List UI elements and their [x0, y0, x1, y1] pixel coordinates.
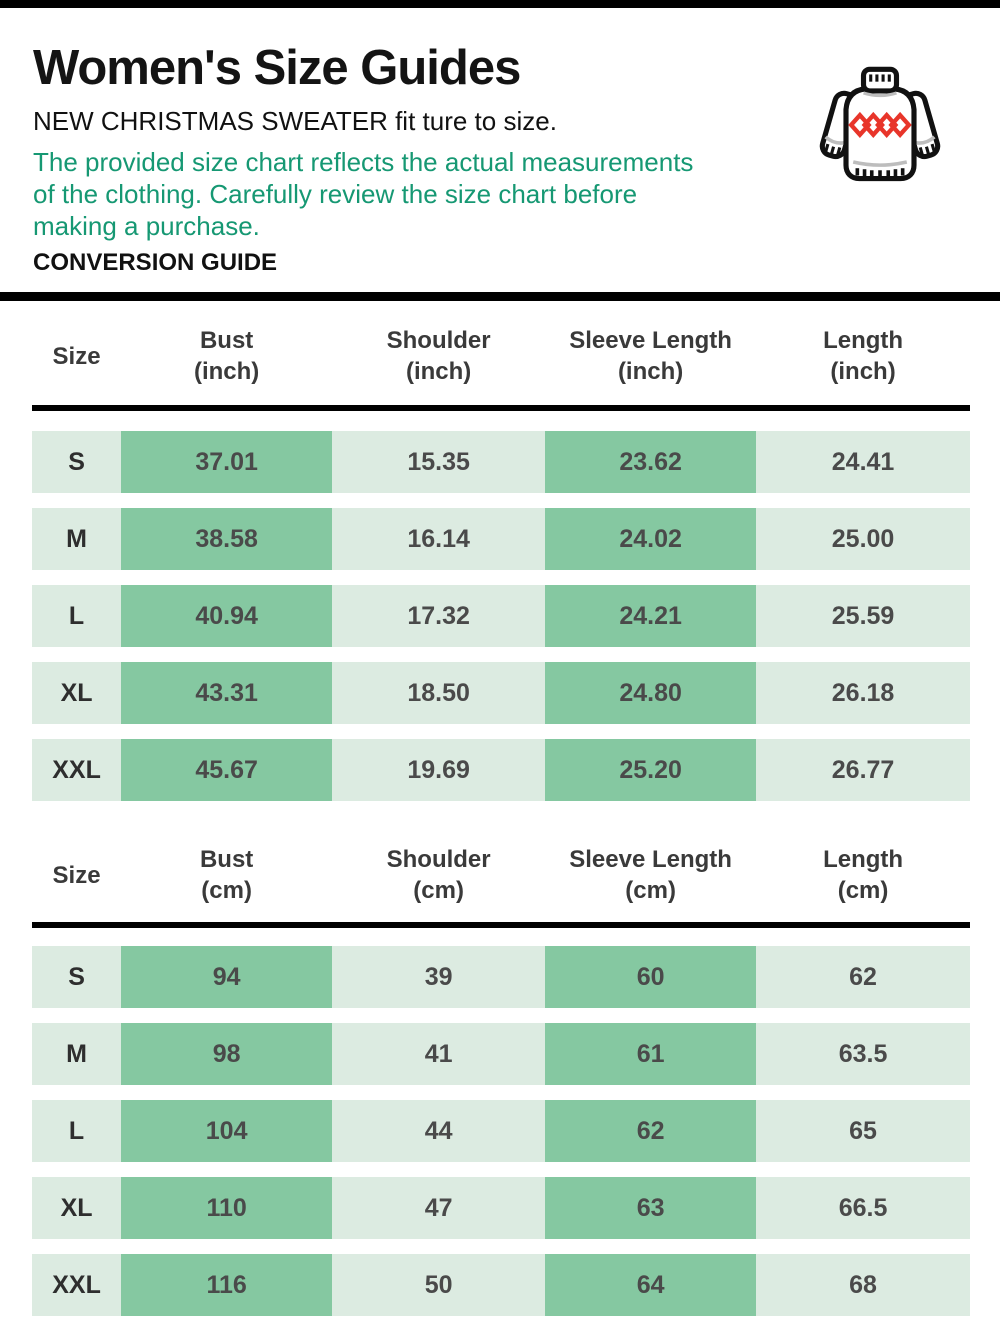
table-row: M 38.58 16.14 24.02 25.00: [32, 508, 970, 570]
section-divider: [0, 292, 1000, 301]
table-header-row: Size Bust (cm) Shoulder (cm) Sleeve Length…: [32, 816, 970, 922]
christmas-sweater-icon: [819, 66, 941, 182]
shoulder-cell: 16.14: [332, 508, 546, 570]
column-header-size: Size: [52, 861, 101, 889]
bust-cell: 37.01: [121, 431, 333, 493]
length-cell: 65: [756, 1100, 970, 1162]
table-row: S 37.01 15.35 23.62 24.41: [32, 431, 970, 493]
shoulder-cell: 50: [332, 1254, 546, 1316]
size-cell: XL: [32, 662, 122, 724]
collar-ribbing: [869, 74, 891, 82]
size-cell: S: [32, 431, 122, 493]
sleeve-length-cell: 61: [545, 1023, 757, 1085]
top-border: [0, 0, 1000, 8]
diamond-pattern: [848, 111, 912, 138]
table-body: S 94 39 60 62 M 98 41 61 63.5 L 104 44 6…: [32, 928, 970, 1316]
bust-cell: 38.58: [121, 508, 333, 570]
column-header-bust: Bust (inch): [193, 327, 260, 385]
bust-cell: 104: [121, 1100, 333, 1162]
sleeve-length-cell: 24.02: [545, 508, 757, 570]
sleeve-length-cell: 63: [545, 1177, 757, 1239]
length-cell: 68: [756, 1254, 970, 1316]
sleeve-length-cell: 62: [545, 1100, 757, 1162]
column-header-sleeve-length: Sleeve Length (cm): [569, 846, 732, 904]
table-row: XL 110 47 63 66.5: [32, 1177, 970, 1239]
size-cell: XXL: [32, 1254, 122, 1316]
sleeve-length-cell: 24.21: [545, 585, 757, 647]
shoulder-cell: 17.32: [332, 585, 546, 647]
length-cell: 25.00: [756, 508, 970, 570]
length-cell: 62: [756, 946, 970, 1008]
length-cell: 26.77: [756, 739, 970, 801]
shoulder-cell: 44: [332, 1100, 546, 1162]
sleeve-length-cell: 64: [545, 1254, 757, 1316]
column-header-size: Size: [52, 342, 101, 370]
shoulder-cell: 47: [332, 1177, 546, 1239]
page-header: Women's Size Guides NEW CHRISTMAS SWEATE…: [0, 8, 1000, 276]
shoulder-cell: 41: [332, 1023, 546, 1085]
column-header-shoulder: Shoulder (inch): [386, 327, 491, 385]
page-title: Women's Size Guides: [33, 41, 521, 95]
table-row: L 40.94 17.32 24.21 25.59: [32, 585, 970, 647]
size-cell: XL: [32, 1177, 122, 1239]
table-row: XXL 116 50 64 68: [32, 1254, 970, 1316]
shoulder-cell: 19.69: [332, 739, 546, 801]
bust-cell: 45.67: [121, 739, 333, 801]
column-header-length: Length (inch): [823, 327, 904, 385]
length-cell: 63.5: [756, 1023, 970, 1085]
table-body: S 37.01 15.35 23.62 24.41 M 38.58 16.14 …: [32, 411, 970, 801]
size-table-inch: Size Bust (inch) Shoulder (inch) Sleeve Le…: [32, 301, 970, 801]
bust-cell: 40.94: [121, 585, 333, 647]
product-subtitle: NEW CHRISTMAS SWEATER fit ture to size.: [33, 106, 557, 136]
table-header-row: Size Bust (inch) Shoulder (inch) Sleeve Le…: [32, 301, 970, 405]
length-cell: 26.18: [756, 662, 970, 724]
sleeve-length-cell: 23.62: [545, 431, 757, 493]
size-cell: L: [32, 585, 122, 647]
table-row: XL 43.31 18.50 24.80 26.18: [32, 662, 970, 724]
size-chart-note: The provided size chart reflects the act…: [33, 147, 694, 241]
table-row: M 98 41 61 63.5: [32, 1023, 970, 1085]
header-rule: [32, 922, 970, 928]
table-row: XXL 45.67 19.69 25.20 26.77: [32, 739, 970, 801]
column-header-shoulder: Shoulder (cm): [386, 846, 491, 904]
length-cell: 66.5: [756, 1177, 970, 1239]
column-header-length: Length (cm): [823, 846, 904, 904]
bust-cell: 110: [121, 1177, 333, 1239]
table-row: S 94 39 60 62: [32, 946, 970, 1008]
bust-cell: 116: [121, 1254, 333, 1316]
table-row: L 104 44 62 65: [32, 1100, 970, 1162]
size-cell: M: [32, 508, 122, 570]
shoulder-cell: 39: [332, 946, 546, 1008]
conversion-guide-label: CONVERSION GUIDE: [33, 249, 278, 276]
shoulder-cell: 15.35: [332, 431, 546, 493]
size-cell: M: [32, 1023, 122, 1085]
sleeve-length-cell: 25.20: [545, 739, 757, 801]
bust-cell: 98: [121, 1023, 333, 1085]
header-rule: [32, 405, 970, 411]
bust-cell: 43.31: [121, 662, 333, 724]
column-header-bust: Bust (cm): [199, 846, 254, 904]
length-cell: 24.41: [756, 431, 970, 493]
size-cell: XXL: [32, 739, 122, 801]
shoulder-cell: 18.50: [332, 662, 546, 724]
length-cell: 25.59: [756, 585, 970, 647]
size-cell: S: [32, 946, 122, 1008]
hem-ribbing: [855, 168, 905, 178]
column-header-sleeve-length: Sleeve Length (inch): [569, 327, 732, 385]
sleeve-length-cell: 60: [545, 946, 757, 1008]
size-table-cm: Size Bust (cm) Shoulder (cm) Sleeve Length…: [32, 816, 970, 1316]
size-cell: L: [32, 1100, 122, 1162]
bust-cell: 94: [121, 946, 333, 1008]
sleeve-length-cell: 24.80: [545, 662, 757, 724]
